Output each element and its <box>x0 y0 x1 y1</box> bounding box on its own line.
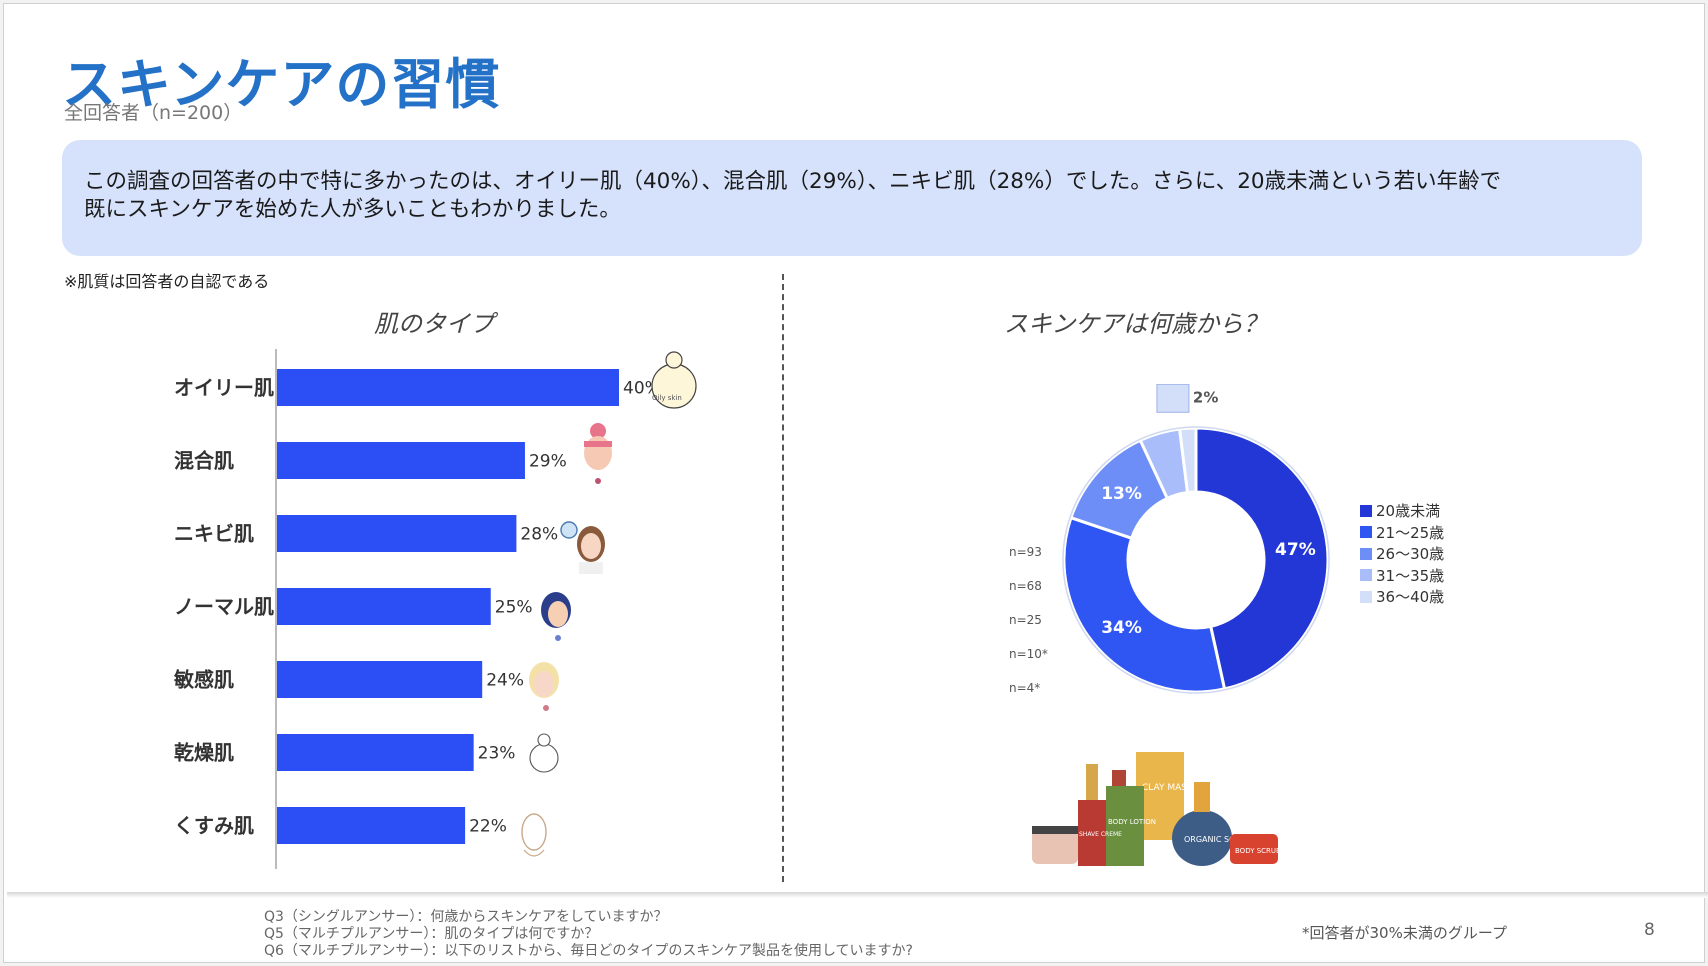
age-chart-legend: 20歳未満 21～25歳 26～30歳 31～35歳 36～40歳 <box>1360 500 1444 608</box>
acne-skin-face-illustration <box>560 521 605 574</box>
footer-question-q3: Q3（シングルアンサー）：何歳からスキンケアをしていますか？ <box>264 909 668 925</box>
legend-item: 26～30歳 <box>1360 543 1444 565</box>
combination-skin-face-illustration <box>584 423 612 484</box>
footer-note: *回答者が30%未満のグループ <box>1302 924 1507 942</box>
skincare-products-illustration: CLAY MASK BODY LOTION SHAVE CREME ORGANI… <box>1032 752 1281 866</box>
legend-swatch <box>1360 504 1372 517</box>
bar <box>277 369 619 406</box>
bar-category-label: ノーマル肌 <box>174 595 274 619</box>
page-title: スキンケアの習慣 <box>62 53 501 116</box>
bar <box>277 734 474 771</box>
body-lotion-text: BODY LOTION <box>1108 818 1156 826</box>
oily-skin-text: Oily skin <box>652 394 682 402</box>
legend-item: 36～40歳 <box>1360 586 1444 608</box>
donut-slice <box>1062 515 1227 694</box>
bar-value-label: 40% <box>623 379 661 399</box>
callout-line-2: 既にスキンケアを始めた人が多いこともわかりました。 <box>84 197 621 222</box>
donut-outline <box>1062 426 1330 694</box>
oily-skin-face-illustration: Oily skin <box>651 351 697 409</box>
bar-category-label: オイリー肌 <box>174 376 274 400</box>
donut-value-label: 47% <box>1275 540 1316 560</box>
sensitive-skin-face-illustration <box>529 662 559 711</box>
section-divider <box>782 274 784 882</box>
normal-skin-face-illustration <box>541 592 571 641</box>
legend-label: 21～25歳 <box>1376 523 1445 542</box>
page-subtitle: 全回答者（n=200） <box>64 102 243 124</box>
age-group-count: n=25 <box>1009 613 1042 627</box>
donut-value-label: 13% <box>1101 484 1142 504</box>
age-group-count: n=10* <box>1009 647 1048 661</box>
bar-value-label: 24% <box>486 671 524 691</box>
skin-type-bar-chart: オイリー肌 40% 混合肌 29% ニキビ肌 28% ノーマル肌 25% 敏感肌 24% 乾燥肌 23… <box>173 349 661 869</box>
legend-swatch <box>1360 526 1372 539</box>
bar-category-label: 敏感肌 <box>173 668 234 692</box>
footer-rule <box>7 892 1708 898</box>
summary-callout: この調査の回答者の中で特に多かったのは、オイリー肌（40%）、混合肌（29%）、… <box>62 140 1642 256</box>
age-group-count: n=4* <box>1009 681 1041 695</box>
page-number: 8 <box>1644 920 1655 940</box>
age-donut-chart: 47% 34% 13% 2% <box>1062 384 1330 694</box>
footer-question-q6: Q6（マルチプルアンサー）：以下のリストから、毎日どのタイプのスキンケア製品を使… <box>264 943 913 959</box>
age-group-count: n=68 <box>1009 579 1042 593</box>
bar-category-label: ニキビ肌 <box>174 522 254 546</box>
donut-value-label: 34% <box>1101 618 1142 638</box>
donut-slice <box>1177 426 1198 495</box>
bar <box>277 661 483 698</box>
age-chart-title: スキンケアは何歳から？ <box>1004 310 1268 338</box>
dull-skin-face-illustration <box>521 813 547 857</box>
legend-item: 21～25歳 <box>1360 522 1444 544</box>
legend-swatch <box>1360 569 1372 582</box>
bar-category-label: 混合肌 <box>174 449 234 473</box>
donut-value-label: 2% <box>1193 388 1218 406</box>
bar-category-label: くすみ肌 <box>174 814 254 838</box>
callout-line-1: この調査の回答者の中で特に多かったのは、オイリー肌（40%）、混合肌（29%）、… <box>84 169 1502 194</box>
footer-question-q5: Q5（マルチプルアンサー）：肌のタイプは何ですか？ <box>264 926 599 942</box>
legend-label: 31～35歳 <box>1376 566 1445 585</box>
legend-swatch <box>1360 590 1372 603</box>
legend-label: 26～30歳 <box>1376 545 1445 564</box>
legend-label: 20歳未満 <box>1376 502 1441 521</box>
bar <box>277 515 517 552</box>
skin-type-chart-title: 肌のタイプ <box>374 310 494 338</box>
bar <box>277 442 525 479</box>
dry-skin-face-illustration <box>529 733 559 773</box>
slide: スキンケアの習慣 全回答者（n=200） この調査の回答者の中で特に多かったのは… <box>3 3 1708 963</box>
bar <box>277 588 491 625</box>
bar-value-label: 28% <box>520 525 558 545</box>
age-group-count: n=93 <box>1009 545 1042 559</box>
legend-label: 36～40歳 <box>1376 588 1445 607</box>
legend-item: 20歳未満 <box>1360 500 1444 522</box>
bar <box>277 807 466 844</box>
body-scrub-text: BODY SCRUB <box>1235 847 1281 855</box>
bar-value-label: 22% <box>469 817 507 837</box>
bar-category-label: 乾燥肌 <box>174 741 234 765</box>
bar-value-label: 23% <box>478 744 516 764</box>
donut-callout-box <box>1156 384 1190 413</box>
clay-mask-text: CLAY MASK <box>1142 783 1194 793</box>
bar-value-label: 29% <box>529 452 567 472</box>
donut-slice <box>1194 426 1330 691</box>
legend-swatch <box>1360 547 1372 560</box>
organic-soap-text: ORGANIC SOAP <box>1184 835 1246 844</box>
bar-value-label: 25% <box>495 598 533 618</box>
shave-creme-text: SHAVE CREME <box>1079 831 1122 838</box>
legend-item: 31～35歳 <box>1360 565 1444 587</box>
skin-type-note: ※肌質は回答者の自認である <box>64 272 270 291</box>
